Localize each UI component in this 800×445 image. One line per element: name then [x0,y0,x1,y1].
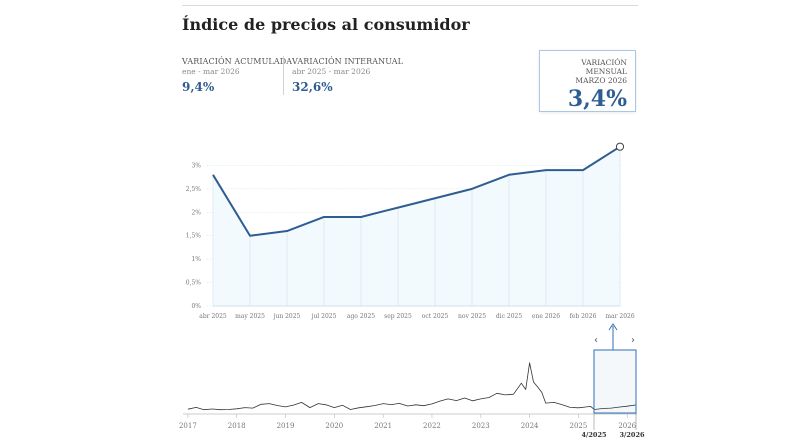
x-tick-label: ene 2026 [532,313,560,320]
overview-year-label: 2021 [374,422,392,430]
brush-start-label: 4/2025 [582,431,607,439]
y-tick-label: 1,5% [186,233,202,240]
overview-year-label: 2026 [618,422,636,430]
kpi-accumulated: VARIACIÓN ACUMULADA ene - mar 2026 9,4% [182,57,292,94]
data-point[interactable] [359,215,363,219]
data-point[interactable] [285,229,289,233]
overview-year-label: 2019 [277,422,295,430]
overview-year-label: 2022 [423,422,441,430]
x-tick-label: may 2025 [235,313,265,320]
brush-pan-right-icon[interactable]: › [631,335,635,346]
kpi-accumulated-value: 9,4% [182,80,215,94]
data-point[interactable] [544,168,548,172]
x-tick-label: nov 2025 [458,313,486,320]
kpi-divider [283,56,284,95]
kpi-accumulated-period: ene - mar 2026 [182,67,240,76]
x-tick-label: abr 2025 [199,313,227,320]
data-point[interactable] [322,215,326,219]
kpi-interannual-label: VARIACIÓN INTERANUAL [292,57,404,66]
overview-year-label: 2023 [472,422,490,430]
series-line [212,145,621,237]
x-tick-label: jul 2025 [311,313,337,320]
x-tick-label: ago 2025 [347,313,375,320]
data-point[interactable] [248,234,252,238]
data-point[interactable] [396,205,400,209]
y-tick-label: 0% [191,303,201,310]
kpi-interannual: VARIACIÓN INTERANUAL abr 2025 - mar 2026… [292,57,403,94]
x-tick-label: jun 2025 [273,313,301,320]
y-tick-label: 1% [191,256,201,263]
overview-year-label: 2020 [325,422,343,430]
brush-connector-arrowhead [608,323,618,331]
data-point[interactable] [470,187,474,191]
area-fill [213,146,620,306]
overview-year-label: 2017 [179,422,197,430]
y-tick-label: 0,5% [186,280,202,287]
x-tick-label: dic 2025 [496,313,522,320]
monthly-value: 3,4% [567,86,627,112]
y-tick-label: 2% [191,209,201,216]
data-point[interactable] [433,196,437,200]
overview-year-label: 2024 [521,422,539,430]
y-tick-label: 2,5% [186,186,202,193]
data-point[interactable] [581,168,585,172]
x-tick-label: mar 2026 [605,313,634,320]
data-point[interactable] [507,173,511,177]
brush-pan-left-icon[interactable]: ‹ [594,335,598,346]
data-point[interactable] [211,173,215,177]
highlighted-point[interactable] [615,142,625,151]
overview-year-label: 2018 [228,422,246,430]
x-tick-label: feb 2026 [570,313,597,320]
kpi-interannual-value: 32,6% [292,80,333,94]
monthly-period: MARZO 2026 [575,76,627,85]
kpi-accumulated-label: VARIACIÓN ACUMULADA [182,57,293,66]
y-tick-label: 3% [191,162,201,169]
brush-end-label: 3/2026 [620,431,645,439]
top-rule [182,5,638,6]
overview-year-label: 2025 [570,422,588,430]
page-title: Índice de precios al consumidor [182,15,470,34]
overview-series-line [187,362,636,411]
monthly-tooltip: VARIACIÓN MENSUAL MARZO 2026 3,4% [539,50,636,112]
kpi-interannual-period: abr 2025 - mar 2026 [292,67,371,76]
x-tick-label: oct 2025 [422,313,449,320]
monthly-label: VARIACIÓN MENSUAL [581,58,627,76]
x-tick-label: sep 2025 [384,313,412,320]
brush-selection[interactable] [593,349,637,414]
